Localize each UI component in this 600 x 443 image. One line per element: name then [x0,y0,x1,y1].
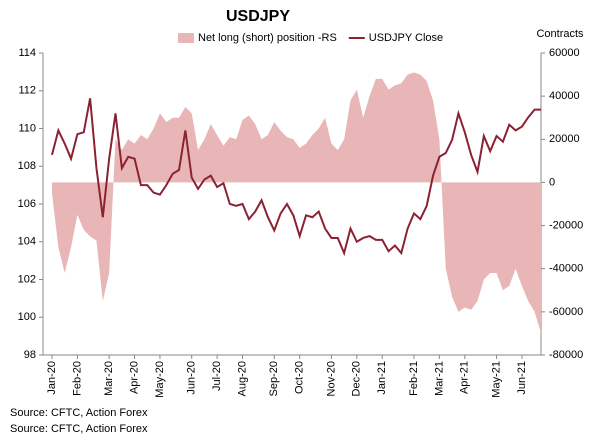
x-tick-label: Feb-21 [408,361,420,396]
y2-tick-label: -60000 [549,306,583,318]
x-tick-label: Mar-20 [103,361,115,396]
x-tick-label: Apr-21 [459,361,471,394]
y-tick-label: 114 [18,47,36,59]
source: Source: CFTC, Action Forex [10,423,148,435]
y2-tick-label: -80000 [549,349,583,361]
x-tick-label: Feb-20 [71,361,83,396]
y2-tick-label: 0 [549,176,555,188]
y-tick-label: 98 [24,349,36,361]
x-tick-label: Jun-21 [516,361,528,395]
line [51,98,541,257]
legend-label: Net long (short) position -RS [198,32,337,44]
x-tick-label: Jun-20 [186,361,198,395]
x-tick-label: Dec-20 [351,361,363,396]
y2-tick-label: 40000 [549,90,580,102]
y-tick-label: 106 [18,198,36,210]
x-tick-label: Mar-21 [433,361,445,396]
x-tick-label: Sep-20 [268,361,280,396]
x-tick-label: Jul-20 [211,361,223,391]
y-tick-label: 108 [18,160,36,172]
x-tick-label: Jan-20 [46,361,58,395]
y2-tick-label: 60000 [549,47,580,59]
x-tick-label: May-20 [154,361,166,398]
y-tick-label: 104 [18,236,36,248]
legend-label: USDJPY Close [369,32,443,44]
y-tick-label: 112 [18,85,36,97]
x-tick-label: Apr-20 [128,361,140,394]
area [52,72,541,334]
y2-axis-label: Contracts [536,28,584,40]
y-tick-label: 102 [18,273,36,285]
chart-title: USDJPY [226,8,290,25]
x-tick-label: Oct-20 [294,361,306,394]
legend-swatch [178,33,194,43]
x-tick-label: Aug-20 [236,361,248,396]
y-tick-label: 110 [18,122,36,134]
x-tick-label: May-21 [490,361,502,398]
y2-tick-label: 20000 [549,133,580,145]
x-tick-label: Jan-21 [376,361,388,395]
x-tick-label: Nov-20 [325,361,337,396]
source: Source: CFTC, Action Forex [10,407,148,419]
y-tick-label: 100 [18,311,36,323]
y2-tick-label: -20000 [549,219,583,231]
y2-tick-label: -40000 [549,263,583,275]
